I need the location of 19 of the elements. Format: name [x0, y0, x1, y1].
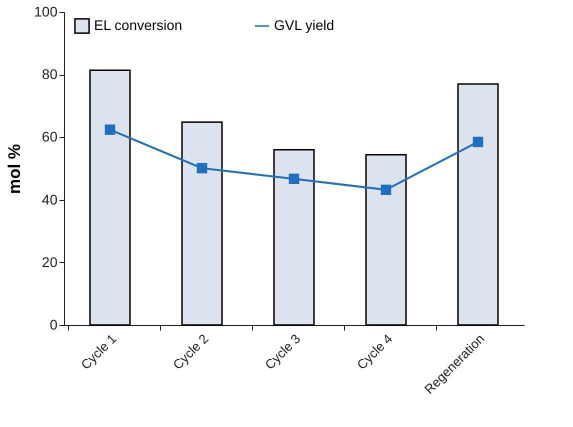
- y-tick-label: 100: [34, 4, 58, 20]
- point: [472, 136, 484, 148]
- legend-label: EL conversion: [94, 17, 182, 33]
- bar: [89, 69, 131, 326]
- point: [104, 124, 116, 135]
- legend-label: GVL yield: [274, 17, 334, 33]
- y-tick-label: 40: [42, 191, 58, 208]
- y-tick-label: 0: [50, 316, 58, 332]
- bar: [181, 121, 223, 326]
- y-axis-title: mol %: [5, 144, 24, 194]
- bar: [457, 83, 499, 326]
- y-tick-label: 80: [42, 66, 58, 82]
- point: [288, 174, 300, 184]
- y-tick-label: 60: [42, 128, 58, 145]
- bar: [273, 148, 315, 326]
- bar: [365, 154, 407, 326]
- point: [380, 184, 392, 195]
- y-tick-label: 20: [42, 254, 58, 270]
- point: [196, 163, 208, 174]
